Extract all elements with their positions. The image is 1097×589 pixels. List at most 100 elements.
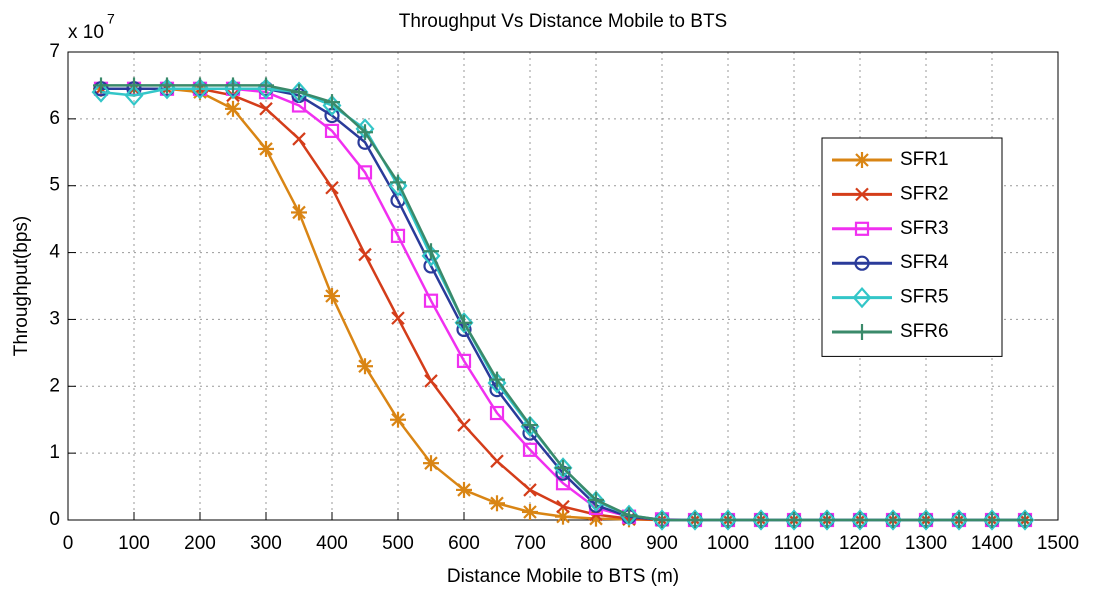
marker-shape [854, 221, 870, 236]
marker [854, 221, 870, 236]
marker [390, 174, 406, 191]
marker [489, 405, 505, 421]
marker [621, 507, 637, 524]
marker [325, 180, 339, 195]
marker [588, 491, 604, 508]
marker [93, 77, 109, 94]
marker [654, 512, 670, 528]
legend-label: SFR5 [900, 287, 949, 308]
marker [292, 132, 306, 146]
marker-stroke [523, 483, 537, 497]
marker [522, 442, 538, 457]
marker-shape [817, 509, 837, 531]
marker [553, 457, 573, 479]
marker [291, 204, 307, 221]
x-tick-label: 700 [514, 533, 546, 554]
marker [687, 512, 703, 528]
marker-shape [586, 490, 606, 512]
x-tick-label: 900 [646, 533, 678, 554]
x-tick-label: 400 [316, 533, 348, 554]
marker [1015, 509, 1035, 531]
marker [91, 81, 111, 103]
marker-stroke [490, 454, 504, 468]
marker [753, 512, 769, 528]
marker-shape [916, 509, 936, 531]
marker [454, 312, 474, 334]
marker [720, 512, 736, 528]
marker [522, 417, 538, 434]
marker [390, 411, 406, 428]
marker-shape [522, 442, 538, 457]
marker [522, 503, 538, 520]
marker-stroke [325, 289, 339, 303]
x-tick-label: 1400 [971, 533, 1013, 554]
legend-label: SFR6 [900, 321, 949, 342]
marker-shape [357, 165, 373, 180]
marker-stroke [292, 132, 306, 146]
y-tick-label: 4 [49, 242, 60, 263]
marker-stroke [490, 496, 504, 511]
marker-shape [784, 509, 804, 531]
marker [850, 509, 870, 531]
marker [556, 499, 570, 514]
marker [854, 324, 870, 340]
marker-stroke [358, 247, 372, 262]
y-scale-label: x 10 [68, 22, 104, 43]
marker [423, 243, 439, 260]
x-tick-label: 600 [448, 533, 480, 554]
marker-stroke [855, 187, 869, 202]
marker [225, 100, 241, 117]
x-tick-label: 800 [580, 533, 612, 554]
marker-shape [685, 509, 705, 531]
marker-shape [852, 286, 872, 309]
marker-shape [91, 81, 111, 103]
x-axis-label: Distance Mobile to BTS (m) [447, 566, 679, 587]
marker [456, 481, 472, 498]
marker [652, 509, 672, 531]
legend-box [821, 137, 1003, 357]
marker [358, 247, 372, 262]
marker [357, 165, 373, 180]
marker [555, 508, 571, 525]
marker [555, 459, 571, 476]
x-tick-label: 200 [184, 533, 216, 554]
legend-label: SFR4 [900, 252, 949, 273]
y-tick-label: 5 [49, 175, 60, 196]
marker [456, 353, 472, 368]
marker-shape [390, 228, 406, 243]
marker [523, 483, 537, 497]
x-tick-label: 1000 [707, 533, 749, 554]
x-tick-label: 0 [63, 533, 74, 554]
marker [159, 77, 175, 94]
marker [259, 102, 273, 116]
x-tick-label: 1500 [1037, 533, 1079, 554]
marker-stroke [457, 418, 471, 432]
marker [324, 94, 340, 111]
marker [916, 509, 936, 531]
y-tick-label: 1 [49, 442, 60, 463]
marker [258, 77, 274, 94]
marker [423, 293, 439, 308]
marker-stroke [855, 153, 869, 167]
y-tick-label: 6 [49, 108, 60, 129]
marker [291, 84, 307, 101]
marker-shape [124, 84, 144, 107]
marker-stroke [457, 483, 471, 497]
marker [489, 495, 505, 512]
legend-label: SFR2 [900, 183, 949, 204]
marker [421, 245, 441, 267]
marker [819, 512, 835, 528]
marker [852, 286, 872, 309]
marker-stroke [556, 499, 570, 514]
marker [817, 509, 837, 531]
x-tick-label: 500 [382, 533, 414, 554]
marker-stroke [259, 102, 273, 116]
legend-label: SFR3 [900, 218, 949, 239]
marker [490, 454, 504, 468]
y-axis-label: Throughput(bps) [11, 216, 32, 356]
marker-stroke [523, 505, 537, 519]
marker-shape [850, 509, 870, 531]
y-tick-label: 2 [49, 375, 60, 396]
marker-stroke [292, 205, 306, 220]
